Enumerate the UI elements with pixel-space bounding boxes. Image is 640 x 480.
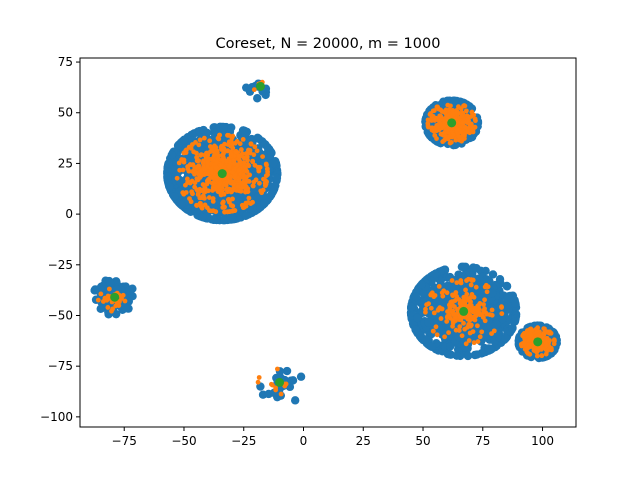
data-point [407, 302, 416, 312]
data-point [202, 128, 212, 138]
data-point [488, 270, 498, 279]
data-point [430, 269, 440, 279]
data-point [233, 195, 243, 204]
data-point [179, 135, 189, 145]
data-point [260, 199, 269, 208]
data-point [266, 190, 276, 200]
data-point [415, 331, 425, 340]
data-point [417, 280, 427, 289]
data-point [253, 133, 262, 143]
data-point [167, 150, 176, 160]
data-point [176, 200, 186, 209]
data-point [164, 159, 173, 168]
data-point [465, 133, 475, 143]
data-point [263, 143, 272, 152]
plot-area [90, 79, 561, 405]
data-point [510, 317, 520, 326]
data-point [449, 96, 459, 105]
data-point [209, 215, 219, 224]
data-point [226, 212, 236, 221]
data-point [198, 212, 207, 222]
data-point [470, 350, 480, 360]
data-point [452, 351, 462, 360]
data-point [413, 313, 422, 323]
data-point [411, 292, 421, 302]
data-point [472, 263, 481, 273]
data-point [488, 289, 497, 298]
data-point [511, 299, 520, 308]
data-point [459, 262, 468, 272]
data-point [495, 275, 505, 284]
data-point [502, 281, 512, 291]
data-point [170, 192, 179, 201]
data-point [240, 129, 250, 139]
data-point [269, 182, 278, 191]
data-point [427, 342, 436, 352]
data-point [219, 123, 228, 132]
data-point [501, 334, 510, 343]
data-point [445, 350, 455, 359]
data-point [253, 193, 263, 202]
data-point [241, 211, 251, 220]
data-point [425, 130, 434, 140]
data-point [219, 215, 228, 225]
data-point [484, 344, 494, 353]
data-point [269, 158, 278, 168]
chart-title: Coreset, N = 20000, m = 1000 [216, 36, 441, 52]
data-point [174, 141, 183, 150]
data-point [446, 342, 455, 351]
data-point [165, 182, 174, 192]
data-point [248, 185, 257, 195]
data-point [272, 173, 282, 183]
